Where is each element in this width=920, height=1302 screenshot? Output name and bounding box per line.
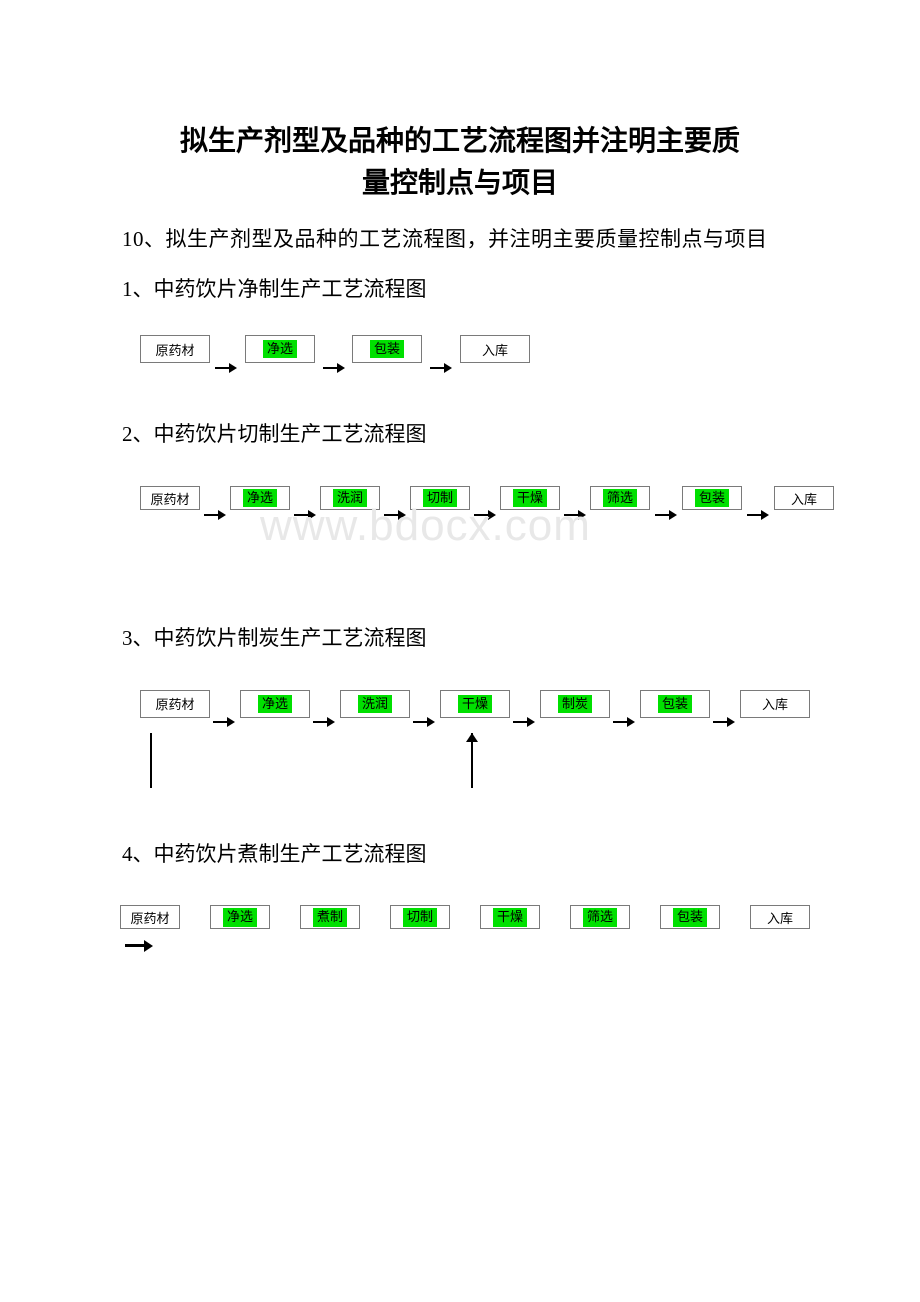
flow3-node-4-label: 制炭 xyxy=(558,695,592,713)
flow4-node-2: 煮制 xyxy=(300,905,360,929)
flow3-arrow-5 xyxy=(713,717,735,727)
flow3-node-5-label: 包装 xyxy=(658,695,692,713)
flow2-node-4-label: 干燥 xyxy=(513,489,547,507)
flow2-node-2: 洗润 xyxy=(320,486,380,510)
flow2-arrow-4 xyxy=(564,510,586,520)
flow3-vline-left xyxy=(150,733,152,788)
flow2-node-2-label: 洗润 xyxy=(333,489,367,507)
flow3-node-0-label: 原药材 xyxy=(155,694,194,713)
flow4-node-2-label: 煮制 xyxy=(313,908,347,926)
flow4-node-1-label: 净选 xyxy=(223,908,257,926)
flow2-arrow-3 xyxy=(474,510,496,520)
flow3-node-5: 包装 xyxy=(640,690,710,718)
flow3-node-0: 原药材 xyxy=(140,690,210,718)
flow1-node-0-label: 原药材 xyxy=(155,340,194,359)
flow2-arrow-2 xyxy=(384,510,406,520)
flow3-node-2: 洗润 xyxy=(340,690,410,718)
flow2-node-5: 筛选 xyxy=(590,486,650,510)
flow2-node-7-label: 入库 xyxy=(791,489,817,508)
flow4-node-1: 净选 xyxy=(210,905,270,929)
flow4-node-3-label: 切制 xyxy=(403,908,437,926)
flow3-node-1-label: 净选 xyxy=(258,695,292,713)
flow4-node-7-label: 入库 xyxy=(767,908,793,927)
flow3-header: 3、中药饮片制炭生产工艺流程图 xyxy=(80,621,840,657)
flow2-node-6: 包装 xyxy=(682,486,742,510)
flow4-node-7: 入库 xyxy=(750,905,810,929)
flow4-node-0: 原药材 xyxy=(120,905,180,929)
flow3-arrow-4 xyxy=(613,717,635,727)
flow3-node-4: 制炭 xyxy=(540,690,610,718)
flow2-node-0-label: 原药材 xyxy=(150,489,189,508)
flow3-node-6: 入库 xyxy=(740,690,810,718)
flow3-node-6-label: 入库 xyxy=(762,694,788,713)
flow1-arrow-1 xyxy=(323,363,345,373)
flow3-node-2-label: 洗润 xyxy=(358,695,392,713)
flow4-node-4-label: 干燥 xyxy=(493,908,527,926)
flow2-arrow-0 xyxy=(204,510,226,520)
flow4-node-3: 切制 xyxy=(390,905,450,929)
page-title: 拟生产剂型及品种的工艺流程图并注明主要质 量控制点与项目 xyxy=(80,120,840,204)
flow2-node-4: 干燥 xyxy=(500,486,560,510)
flow2-node-3: 切制 xyxy=(410,486,470,510)
flow3-arrow-1 xyxy=(313,717,335,727)
title-line-1: 拟生产剂型及品种的工艺流程图并注明主要质 xyxy=(180,125,740,156)
flow2-header: 2、中药饮片切制生产工艺流程图 xyxy=(80,417,840,453)
flow4-node-4: 干燥 xyxy=(480,905,540,929)
flow3-arrow-0 xyxy=(213,717,235,727)
flow4-area: 原药材 净选 煮制 切制 干燥 筛选 包装 入库 xyxy=(80,880,840,970)
flow3-node-3-label: 干燥 xyxy=(458,695,492,713)
flow1-arrow-0 xyxy=(215,363,237,373)
flow4-arrow-0 xyxy=(125,940,153,952)
flow2-arrow-6 xyxy=(747,510,769,520)
flow1-node-1-label: 净选 xyxy=(263,340,297,358)
flow1-header: 1、中药饮片净制生产工艺流程图 xyxy=(80,272,840,308)
flow2-arrow-5 xyxy=(655,510,677,520)
flow4-node-5: 筛选 xyxy=(570,905,630,929)
flow2-node-3-label: 切制 xyxy=(423,489,457,507)
title-line-2: 量控制点与项目 xyxy=(362,167,558,198)
flow2-node-7: 入库 xyxy=(774,486,834,510)
flow2-node-1: 净选 xyxy=(230,486,290,510)
flow4-node-6: 包装 xyxy=(660,905,720,929)
flow2-arrow-1 xyxy=(294,510,316,520)
flow1-node-1: 净选 xyxy=(245,335,315,363)
flow1-arrow-2 xyxy=(430,363,452,373)
flow4-header: 4、中药饮片煮制生产工艺流程图 xyxy=(80,837,840,873)
flow4-node-5-label: 筛选 xyxy=(583,908,617,926)
flow4-node-6-label: 包装 xyxy=(673,908,707,926)
flow2-node-6-label: 包装 xyxy=(695,489,729,507)
flow1-node-2-label: 包装 xyxy=(370,340,404,358)
flow3-arrow-2 xyxy=(413,717,435,727)
flow2-node-0: 原药材 xyxy=(140,486,200,510)
flow2-area: 原药材 净选 洗润 切制 干燥 筛选 包装 入库 www.bdocx.com xyxy=(80,461,840,581)
flow4-node-0-label: 原药材 xyxy=(130,908,169,927)
page-subtitle: 10、拟生产剂型及品种的工艺流程图，并注明主要质量控制点与项目 xyxy=(80,222,840,258)
flow1-node-2: 包装 xyxy=(352,335,422,363)
flow3-node-3: 干燥 xyxy=(440,690,510,718)
flow1-area: 原药材 净选 包装 入库 xyxy=(80,315,840,405)
flow1-node-3: 入库 xyxy=(460,335,530,363)
flow3-node-1: 净选 xyxy=(240,690,310,718)
flow3-area: 原药材 净选 洗润 干燥 制炭 包装 入库 xyxy=(80,665,840,825)
flow2-node-5-label: 筛选 xyxy=(603,489,637,507)
flow1-node-0: 原药材 xyxy=(140,335,210,363)
flow3-arrow-3 xyxy=(513,717,535,727)
flow2-node-1-label: 净选 xyxy=(243,489,277,507)
document-page: 拟生产剂型及品种的工艺流程图并注明主要质 量控制点与项目 10、拟生产剂型及品种… xyxy=(0,0,920,1302)
flow3-varrow-mid xyxy=(466,733,478,788)
flow1-node-3-label: 入库 xyxy=(482,340,508,359)
